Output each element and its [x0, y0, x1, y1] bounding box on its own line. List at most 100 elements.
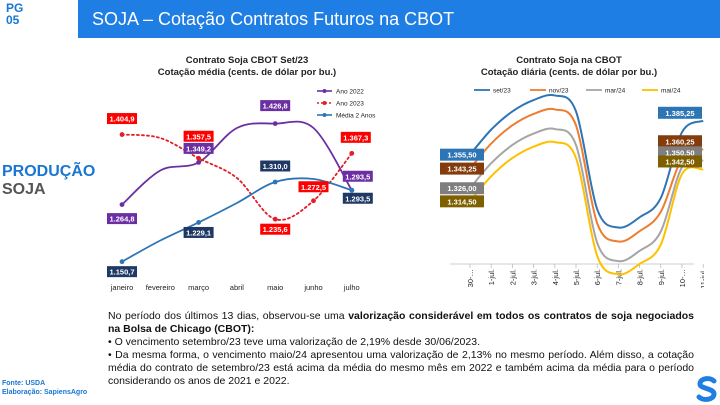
data-label-box [658, 135, 702, 148]
source-note: Fonte: USDA Elaboração: SapiensAgro [2, 379, 87, 397]
commentary-intro: No período dos últimos 13 dias, observou… [108, 310, 694, 336]
data-label-box [107, 266, 137, 278]
data-label-box [183, 226, 214, 238]
data-label: 1.310,0 [263, 162, 288, 171]
page-title: SOJA – Cotação Contratos Futuros na CBOT [92, 9, 455, 29]
x-tick-label: 6-jul. [593, 269, 602, 285]
x-tick-label: 9-jul. [657, 269, 666, 285]
data-label-box [440, 162, 484, 175]
chart-left-plot: janeiro fevereiro março abril maio junho julho… [107, 89, 376, 292]
credit-text: Elaboração: SapiensAgro [2, 389, 88, 396]
chart-left-title: Contrato Soja CBOT Set/23 [185, 55, 309, 66]
data-label: 1.343,25 [447, 165, 476, 174]
data-label: 1.150,7 [109, 268, 134, 277]
legend-label: nov/23 [549, 88, 569, 95]
x-tick-label: 2-jul. [508, 269, 517, 285]
series-line [469, 107, 704, 243]
x-tick-label: 11-jul. [699, 269, 704, 289]
data-label-box [260, 100, 291, 112]
data-label-box [658, 106, 702, 119]
data-label: 1.326,00 [447, 184, 476, 193]
data-label-box [183, 130, 214, 142]
data-point [272, 216, 278, 222]
chart-right: Contrato Soja na CBOT Cotação diária (ce… [434, 52, 704, 302]
data-label: 1.314,50 [447, 197, 476, 206]
series-line [469, 127, 704, 263]
x-tick-label: maio [267, 283, 283, 292]
series-line [469, 93, 704, 229]
data-label: 1.235,6 [263, 225, 288, 234]
data-point [272, 179, 278, 185]
page-number: PG 05 [6, 2, 23, 26]
x-tick-label: abril [230, 283, 245, 292]
data-label: 1.426,8 [263, 102, 288, 111]
data-label-box [342, 170, 373, 182]
x-tick-label: 8-jul. [636, 269, 645, 285]
data-label: 1.293,5 [345, 194, 370, 203]
chart-right-plot: 30-… 1-jul. 2-jul. 3-jul. 4-jul. 5-jul. 6-jul.… [440, 88, 704, 289]
data-point [119, 202, 125, 208]
data-label: 1.349,2 [186, 144, 211, 153]
legend-label: Ano 2022 [336, 89, 364, 96]
intro-text: No período dos últimos 13 dias, observou… [108, 310, 349, 322]
commentary: No período dos últimos 13 dias, observou… [108, 310, 694, 388]
bullet-1: • O vencimento setembro/23 teve uma valo… [108, 336, 480, 348]
data-label: 1.360,25 [665, 137, 694, 146]
series-line [121, 177, 353, 263]
x-tick-label: 30-… [466, 269, 475, 287]
x-tick-label: 4-jul. [551, 269, 560, 285]
data-point [349, 187, 355, 193]
data-label: 1.350,50 [665, 148, 694, 157]
data-label: 1.385,25 [665, 109, 694, 118]
data-label-box [260, 160, 291, 172]
data-point [196, 160, 201, 165]
sidebar: PG 05 PRODUÇÃO SOJA Fonte: USDA Elaboraç… [0, 0, 100, 405]
x-tick-label: 3-jul. [530, 269, 539, 285]
data-point [196, 220, 201, 225]
chart-left: Contrato Soja CBOT Set/23 Cotação média … [104, 52, 390, 302]
series-line [121, 133, 353, 221]
x-tick-label: 10-… [678, 269, 687, 287]
x-tick-label: março [188, 283, 209, 292]
legend-label: mai/24 [661, 88, 681, 95]
legend-marker [322, 101, 327, 105]
data-point [119, 132, 125, 137]
data-label: 1.357,5 [186, 132, 211, 141]
data-label: 1.355,50 [447, 151, 476, 160]
data-point [196, 155, 201, 161]
data-label: 1.342,50 [665, 157, 694, 166]
data-label-box [658, 146, 702, 159]
data-point [119, 259, 125, 265]
x-tick-label: 5-jul. [572, 269, 581, 285]
chart-left-subtitle: Cotação média (cents. de dólar por bu.) [157, 67, 337, 78]
data-point [349, 150, 355, 156]
data-label-box [260, 223, 291, 235]
data-label-box [440, 148, 484, 161]
legend-label: Média 2 Anos [336, 113, 376, 120]
data-label-box [440, 195, 484, 208]
series-line [121, 120, 353, 206]
data-label: 1.293,5 [345, 172, 370, 181]
data-label: 1.404,9 [109, 115, 134, 124]
x-tick-label: junho [303, 283, 322, 292]
header-bar: SOJA – Cotação Contratos Futuros na CBOT [78, 0, 720, 38]
data-label-box [658, 155, 702, 168]
chart-right-subtitle: Cotação diária (cents. de dólar por bu.) [480, 67, 658, 78]
data-point [272, 121, 278, 126]
x-tick-label: fevereiro [146, 283, 175, 292]
sapiens-logo-icon [696, 376, 717, 402]
bullet-2: • Da mesma forma, o vencimento maio/24 a… [108, 349, 694, 387]
legend-marker [322, 89, 327, 93]
legend-label: set/23 [493, 88, 511, 95]
series-line [469, 140, 704, 276]
x-tick-label: 1-jul. [487, 269, 496, 285]
data-label-box [340, 131, 371, 143]
data-label-box [342, 192, 373, 204]
data-label-box [298, 181, 329, 193]
data-label-box [183, 142, 214, 154]
page-value: 05 [6, 13, 20, 27]
x-tick-label: janeiro [110, 283, 134, 292]
page-label: PG [6, 1, 24, 15]
intro-bold: valorização considerável em todos os con… [108, 310, 694, 335]
chart-right-title: Contrato Soja na CBOT [516, 55, 622, 66]
